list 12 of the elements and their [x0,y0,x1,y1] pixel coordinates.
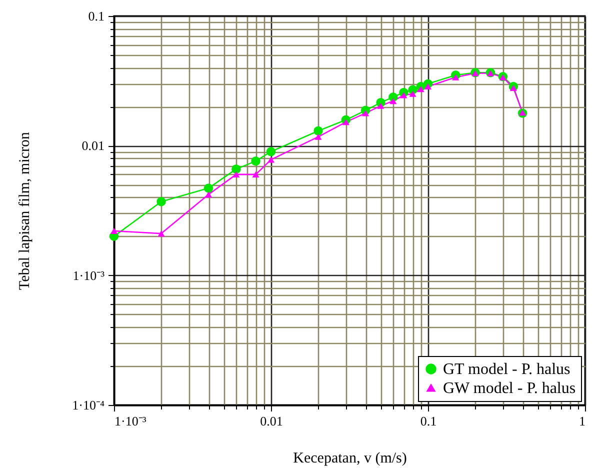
legend-label: GW model - P. halus [443,380,576,397]
legend-label: GT model - P. halus [443,361,570,378]
x-tick-label: 0.01 [260,414,283,428]
x-tick-label: 1 [579,414,586,428]
y-tick-label: 0.01 [82,138,104,154]
x-tick-label: 1·10⁻³ [114,414,146,428]
x-axis-title: Kecepatan, v (m/s) [293,450,407,466]
y-tick-label: 1·10⁻³ [72,268,105,283]
y-tick-label: 1·10⁻⁴ [72,398,105,412]
y-axis-title: Tebal lapisan film, micron [17,131,34,290]
x-tick-label: 0.1 [420,414,437,428]
y-tick-label: 0.1 [88,8,104,24]
